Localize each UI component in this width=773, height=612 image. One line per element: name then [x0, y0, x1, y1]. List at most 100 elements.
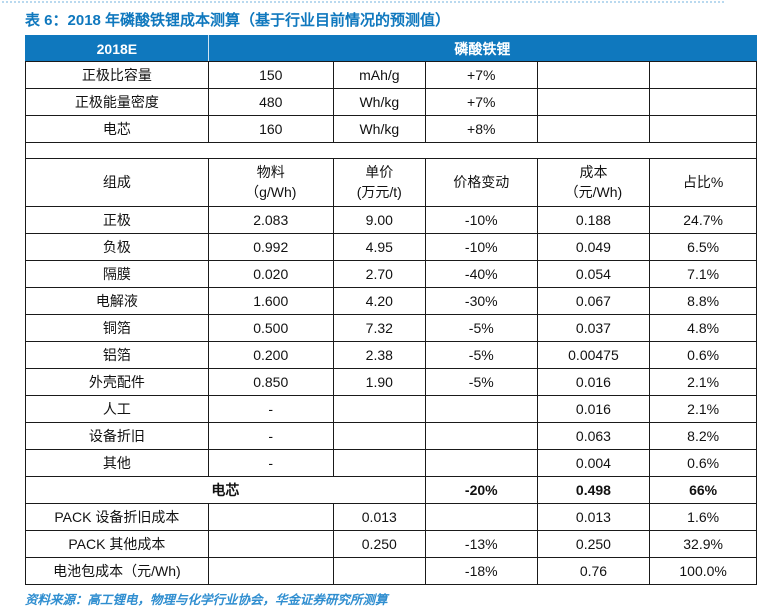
component-cell: 负极	[25, 233, 209, 261]
spec-value-cell: 150	[207, 61, 334, 89]
change-cell: -10%	[424, 233, 538, 261]
table-row: PACK 其他成本 0.250 -13% 0.250 32.9%	[25, 530, 757, 558]
table-row: 其他 - 0.004 0.6%	[25, 449, 757, 477]
cost-cell: 0.037	[536, 314, 651, 342]
material-cell	[207, 503, 334, 531]
change-cell	[424, 422, 538, 450]
spec-row: 正极比容量 150 mAh/g +7%	[25, 61, 757, 89]
change-cell: -18%	[424, 557, 538, 585]
price-cell	[332, 422, 426, 450]
table-row: 负极 0.992 4.95 -10% 0.049 6.5%	[25, 233, 757, 261]
cost-cell: 0.004	[536, 449, 651, 477]
share-cell: 7.1%	[649, 260, 757, 288]
component-cell: 人工	[25, 395, 209, 423]
column-header-line1: 占比%	[682, 173, 724, 190]
price-cell	[332, 449, 426, 477]
component-cell: 其他	[25, 449, 209, 477]
change-cell	[424, 395, 538, 423]
share-cell: 24.7%	[649, 206, 757, 234]
price-cell: 2.70	[332, 260, 426, 288]
spec-unit-cell: mAh/g	[332, 61, 426, 89]
column-header-line1: 组成	[102, 173, 131, 190]
cost-cell: 0.016	[536, 395, 651, 423]
price-cell: 7.32	[332, 314, 426, 342]
component-cell: 设备折旧	[25, 422, 209, 450]
table-row: 设备折旧 - 0.063 8.2%	[25, 422, 757, 450]
spec-value-cell: 160	[207, 115, 334, 143]
price-cell: 1.90	[332, 368, 426, 396]
material-cell: 0.500	[207, 314, 334, 342]
column-header-line2: （元/Wh)	[564, 183, 623, 200]
spec-unit-cell: Wh/kg	[332, 115, 426, 143]
spec-label-cell: 正极能量密度	[25, 88, 209, 116]
material-cell: 0.850	[207, 368, 334, 396]
table-row: 正极 2.083 9.00 -10% 0.188 24.7%	[25, 206, 757, 234]
share-cell: 8.8%	[649, 287, 757, 315]
column-header-line1: 成本	[579, 163, 608, 180]
component-cell: 电芯	[25, 476, 426, 504]
spec-row: 正极能量密度 480 Wh/kg +7%	[25, 88, 757, 116]
share-cell: 4.8%	[649, 314, 757, 342]
column-header-row: 组成 物料 （g/Wh) 单价 (万元/t) 价格变动 成本 （元/Wh) 占比%	[25, 158, 757, 207]
source-note: 资料来源：高工锂电，物理与化学行业协会，华金证券研究所测算	[25, 593, 388, 607]
share-cell: 32.9%	[649, 530, 757, 558]
empty-cell	[649, 115, 757, 143]
material-cell	[207, 557, 334, 585]
empty-cell	[536, 88, 651, 116]
column-header-line1: 单价	[365, 163, 394, 180]
material-cell: -	[207, 449, 334, 477]
cost-cell: 0.188	[536, 206, 651, 234]
spec-row: 电芯 160 Wh/kg +8%	[25, 115, 757, 143]
change-cell: -5%	[424, 314, 538, 342]
material-cell	[207, 530, 334, 558]
share-cell: 2.1%	[649, 368, 757, 396]
share-cell: 8.2%	[649, 422, 757, 450]
price-cell: 4.20	[332, 287, 426, 315]
table-row: 人工 - 0.016 2.1%	[25, 395, 757, 423]
material-cell: 0.020	[207, 260, 334, 288]
share-cell: 1.6%	[649, 503, 757, 531]
section-total-row: 电芯 -20% 0.498 66%	[25, 476, 757, 504]
page-title: 表 6：2018 年磷酸铁锂成本测算（基于行业目前情况的预测值）	[25, 12, 451, 29]
component-cell: 电解液	[25, 287, 209, 315]
share-cell: 0.6%	[649, 341, 757, 369]
component-cell: 隔膜	[25, 260, 209, 288]
cost-cell: 0.00475	[536, 341, 651, 369]
material-cell: -	[207, 422, 334, 450]
component-cell: 正极	[25, 206, 209, 234]
change-cell: -5%	[424, 341, 538, 369]
share-cell: 0.6%	[649, 449, 757, 477]
cost-cell: 0.250	[536, 530, 651, 558]
component-cell: 外壳配件	[25, 368, 209, 396]
spec-change-cell: +7%	[424, 88, 538, 116]
material-cell: 1.600	[207, 287, 334, 315]
table-row: 铝箔 0.200 2.38 -5% 0.00475 0.6%	[25, 341, 757, 369]
table-row: 电池包成本（元/Wh) -18% 0.76 100.0%	[25, 557, 757, 585]
table-row: 外壳配件 0.850 1.90 -5% 0.016 2.1%	[25, 368, 757, 396]
cost-cell: 0.76	[536, 557, 651, 585]
material-cell: 2.083	[207, 206, 334, 234]
change-cell: -30%	[424, 287, 538, 315]
spec-change-cell: +7%	[424, 61, 538, 89]
change-cell: -40%	[424, 260, 538, 288]
column-header-cell: 价格变动	[424, 158, 538, 207]
column-header-cell: 成本 （元/Wh)	[536, 158, 651, 207]
share-cell: 2.1%	[649, 395, 757, 423]
price-cell: 9.00	[332, 206, 426, 234]
table-row: 铜箔 0.500 7.32 -5% 0.037 4.8%	[25, 314, 757, 342]
column-header-line1: 价格变动	[453, 173, 510, 190]
price-cell: 2.38	[332, 341, 426, 369]
empty-cell	[649, 88, 757, 116]
change-cell: -13%	[424, 530, 538, 558]
top-header-chemistry: 磷酸铁锂	[207, 35, 758, 62]
cost-cell: 0.049	[536, 233, 651, 261]
price-cell: 4.95	[332, 233, 426, 261]
column-header-line2: （g/Wh)	[245, 183, 297, 200]
cost-cell: 0.067	[536, 287, 651, 315]
change-cell: -10%	[424, 206, 538, 234]
empty-cell	[536, 115, 651, 143]
spec-unit-cell: Wh/kg	[332, 88, 426, 116]
top-divider	[2, 1, 724, 3]
spec-label-cell: 正极比容量	[25, 61, 209, 89]
column-header-line1: 物料	[256, 163, 285, 180]
